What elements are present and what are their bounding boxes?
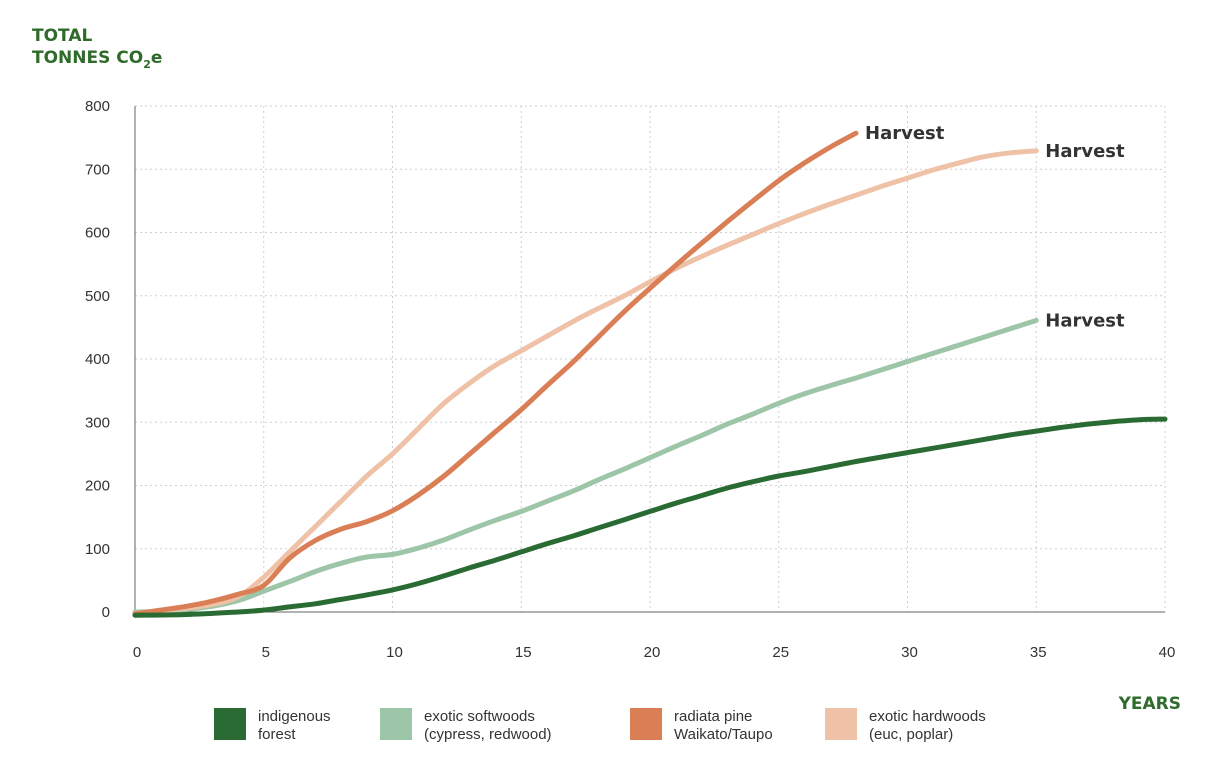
- x-tick-label: 0: [133, 644, 141, 661]
- tick-labels: 0 100 200 300 400 500 600 700 800 0 5 10 15 20 25 30 35 4…: [85, 98, 1175, 661]
- x-tick-label: 20: [644, 644, 661, 661]
- y-tick-label: 100: [85, 541, 110, 558]
- y-tick-label: 400: [85, 351, 110, 368]
- harvest-label-softwoods: Harvest: [1045, 310, 1125, 331]
- legend-swatch-radiata: [630, 708, 662, 740]
- series-layer: [132, 130, 1168, 618]
- y-axis-title-line1: TOTAL: [32, 26, 92, 46]
- legend-swatch-softwoods: [380, 708, 412, 740]
- x-tick-label: 10: [386, 644, 403, 661]
- legend-label-radiata-line2: Waikato/Taupo: [674, 726, 773, 743]
- legend-swatch-hardwoods: [825, 708, 857, 740]
- series-line-hardwoods: [132, 148, 1039, 616]
- harvest-label-radiata: Harvest: [865, 123, 945, 144]
- y-tick-label: 700: [85, 161, 110, 178]
- legend-label-indigenous-line2: forest: [258, 726, 296, 743]
- legend-label-softwoods-line2: (cypress, redwood): [424, 726, 552, 743]
- y-axis-title-subscript: 2: [143, 58, 151, 71]
- y-tick-label: 500: [85, 288, 110, 305]
- legend-label-softwoods-line1: exotic softwoods: [424, 708, 535, 725]
- axis-layer: [134, 106, 1165, 613]
- legend-label-hardwoods-line2: (euc, poplar): [869, 726, 953, 743]
- harvest-label-hardwoods: Harvest: [1045, 141, 1125, 162]
- x-tick-label: 25: [772, 644, 789, 661]
- series-line-radiata: [132, 130, 859, 617]
- legend-label-radiata-line1: radiata pine: [674, 708, 752, 725]
- y-axis-title-prefix: TONNES CO: [32, 48, 143, 68]
- x-tick-label: 40: [1159, 644, 1176, 661]
- y-tick-label: 800: [85, 98, 110, 115]
- y-axis-title-line2: TONNES CO2e: [32, 48, 162, 71]
- x-tick-label: 30: [901, 644, 918, 661]
- x-tick-label: 35: [1030, 644, 1047, 661]
- series-line-softwoods: [132, 317, 1039, 615]
- legend-label-hardwoods-line1: exotic hardwoods: [869, 708, 986, 725]
- legend-swatch-indigenous: [214, 708, 246, 740]
- y-tick-label: 200: [85, 478, 110, 495]
- y-axis-title-suffix: e: [151, 48, 163, 68]
- y-tick-label: 600: [85, 225, 110, 242]
- x-axis-title: YEARS: [1118, 694, 1181, 714]
- legend-label-indigenous-line1: indigenous: [258, 708, 331, 725]
- y-tick-label: 0: [102, 604, 110, 621]
- annotation-layer: Harvest Harvest Harvest: [865, 123, 1125, 331]
- x-tick-label: 5: [262, 644, 270, 661]
- x-tick-label: 15: [515, 644, 532, 661]
- y-tick-label: 300: [85, 414, 110, 431]
- grid-layer: [135, 105, 1166, 612]
- series-line-indigenous: [132, 416, 1168, 618]
